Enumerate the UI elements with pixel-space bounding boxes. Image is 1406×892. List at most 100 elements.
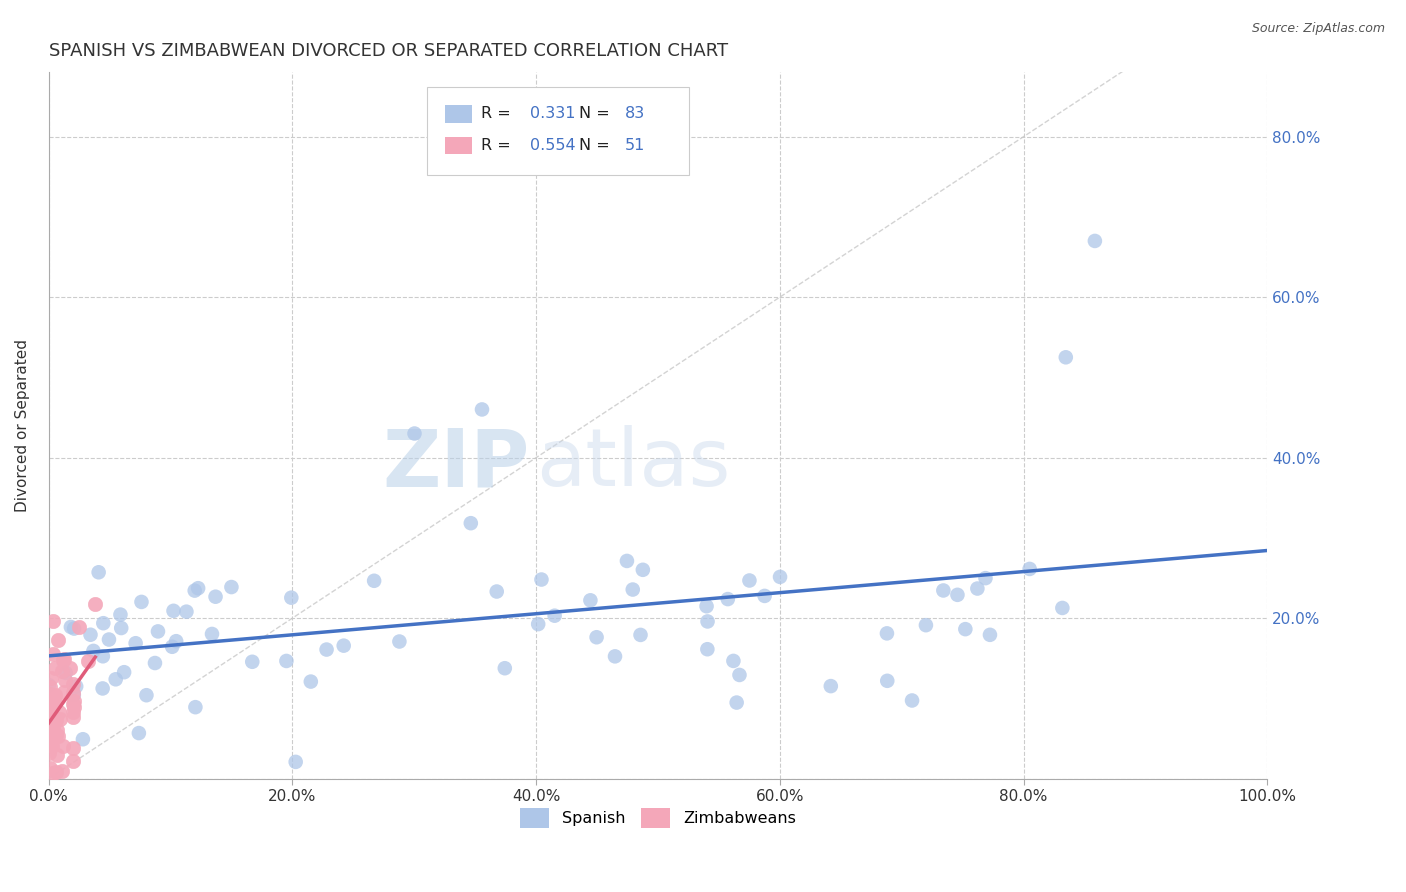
Point [58, 661, 80, 675]
Point [67, 620, 90, 634]
Point [146, 624, 169, 639]
Text: R =: R = [481, 106, 516, 121]
Point [38, 689, 60, 703]
Point [979, 628, 1001, 642]
Point [299, 674, 322, 689]
Point [187, 581, 209, 595]
Point [38, 702, 60, 716]
Point [110, 621, 132, 635]
Point [82, 644, 104, 658]
Point [915, 618, 938, 632]
Point [53, 673, 76, 687]
Point [45, 723, 67, 738]
Point [876, 673, 898, 688]
Point [51, 764, 73, 778]
Point [485, 584, 508, 599]
Point [162, 604, 184, 618]
Point [1052, 601, 1074, 615]
Point [696, 599, 718, 614]
Point [184, 700, 207, 714]
Text: 83: 83 [626, 106, 645, 121]
Y-axis label: Divorced or Separated: Divorced or Separated [15, 339, 30, 512]
Point [135, 688, 157, 702]
Point [616, 554, 638, 568]
Point [62, 709, 84, 723]
Point [42, 723, 65, 737]
Point [143, 656, 166, 670]
Point [45, 728, 67, 742]
Point [696, 642, 718, 657]
Point [754, 589, 776, 603]
Point [388, 634, 411, 648]
Point [696, 615, 718, 629]
Point [717, 592, 740, 607]
Point [62, 698, 84, 712]
Point [63, 688, 86, 702]
Point [131, 595, 153, 609]
Point [63, 622, 86, 636]
Point [48, 706, 70, 720]
Point [1018, 562, 1040, 576]
Point [955, 622, 977, 636]
Point [631, 563, 654, 577]
Point [876, 626, 898, 640]
Point [41, 723, 63, 738]
Point [38, 761, 60, 775]
Bar [444, 136, 471, 154]
Point [165, 634, 187, 648]
Point [471, 402, 494, 417]
Point [820, 679, 842, 693]
Text: 0.331: 0.331 [530, 106, 575, 121]
Point [62, 694, 84, 708]
Point [79, 628, 101, 642]
Point [39, 706, 62, 720]
Point [527, 617, 550, 632]
Point [65, 679, 87, 693]
Bar [444, 105, 471, 122]
Point [45, 747, 67, 762]
Point [221, 580, 243, 594]
Point [44, 661, 66, 675]
Point [84, 597, 107, 611]
Point [315, 642, 337, 657]
Text: Source: ZipAtlas.com: Source: ZipAtlas.com [1251, 22, 1385, 36]
FancyBboxPatch shape [426, 87, 689, 175]
Point [39, 713, 62, 727]
Point [38, 737, 60, 751]
Point [543, 608, 565, 623]
Point [128, 726, 150, 740]
Point [52, 739, 75, 753]
Point [46, 633, 69, 648]
Point [110, 607, 132, 622]
Point [46, 729, 69, 743]
Point [53, 652, 76, 666]
Point [51, 664, 73, 678]
Point [42, 765, 65, 780]
Point [276, 654, 298, 668]
Point [44, 688, 66, 702]
Point [204, 590, 226, 604]
Point [738, 574, 761, 588]
Point [44, 695, 66, 709]
Point [723, 654, 745, 668]
Point [39, 680, 62, 694]
Point [124, 636, 146, 650]
Point [160, 640, 183, 654]
Point [725, 696, 748, 710]
Point [49, 712, 72, 726]
Point [240, 655, 263, 669]
Point [52, 653, 75, 667]
Point [280, 591, 302, 605]
Point [42, 647, 65, 661]
Point [201, 627, 224, 641]
Point [621, 582, 644, 597]
Point [98, 632, 121, 647]
Point [630, 628, 652, 642]
Point [901, 693, 924, 707]
Point [183, 583, 205, 598]
Text: N =: N = [579, 106, 614, 121]
Point [579, 593, 602, 607]
Point [404, 426, 426, 441]
Point [585, 630, 607, 644]
Point [41, 739, 63, 753]
